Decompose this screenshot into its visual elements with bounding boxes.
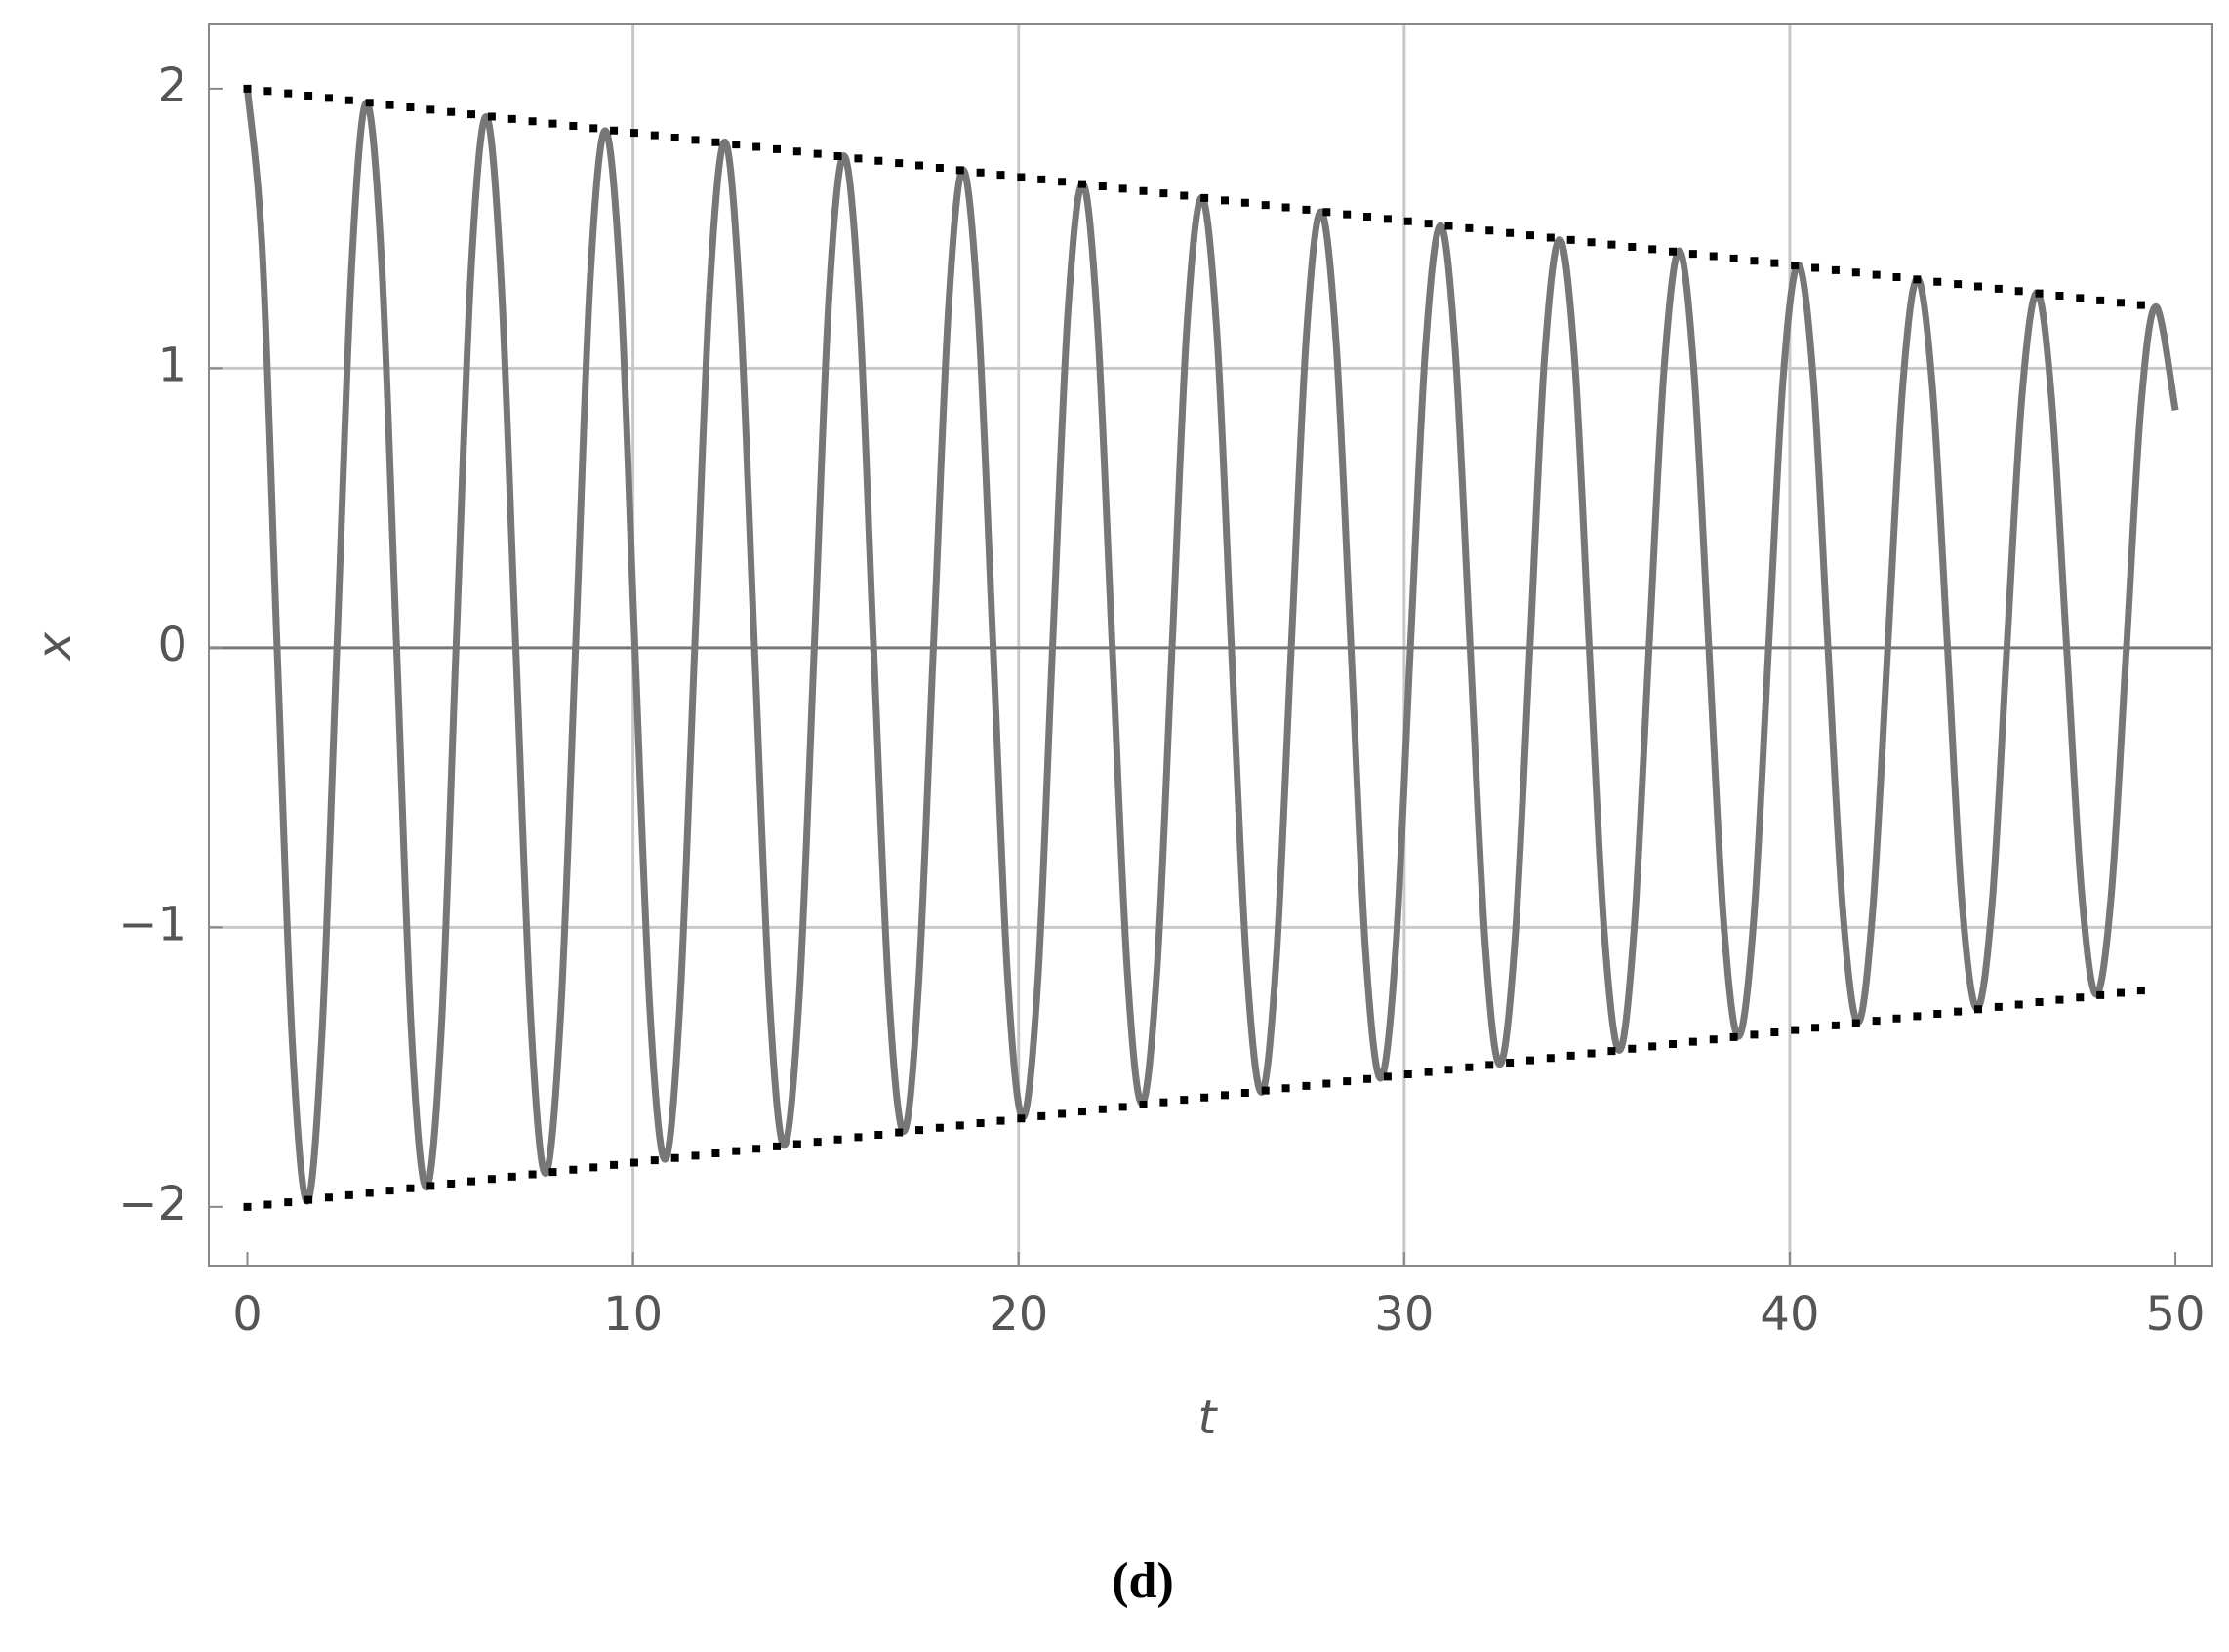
y-tick-label: 1 (157, 338, 187, 392)
y-tick-label: 0 (157, 618, 187, 672)
x-tick-label: 20 (989, 1287, 1048, 1342)
x-tick-label: 10 (603, 1287, 663, 1342)
x-tick-label: 50 (2146, 1287, 2206, 1342)
envelope-line (243, 984, 2161, 1212)
y-tick-label: −2 (118, 1177, 187, 1231)
caption: (d) (1112, 1553, 1174, 1609)
x-axis-label: t (1198, 1390, 1219, 1445)
y-axis-label: x (27, 631, 82, 662)
x-tick-label: 40 (1760, 1287, 1819, 1342)
y-tick-label: −1 (118, 897, 187, 951)
envelope-line (243, 84, 2161, 311)
plot-frame (208, 23, 2213, 1267)
x-tick-label: 0 (232, 1287, 263, 1342)
x-tick-label: 30 (1374, 1287, 1434, 1342)
y-tick-label: 2 (157, 59, 187, 113)
data-line (244, 88, 2179, 1205)
